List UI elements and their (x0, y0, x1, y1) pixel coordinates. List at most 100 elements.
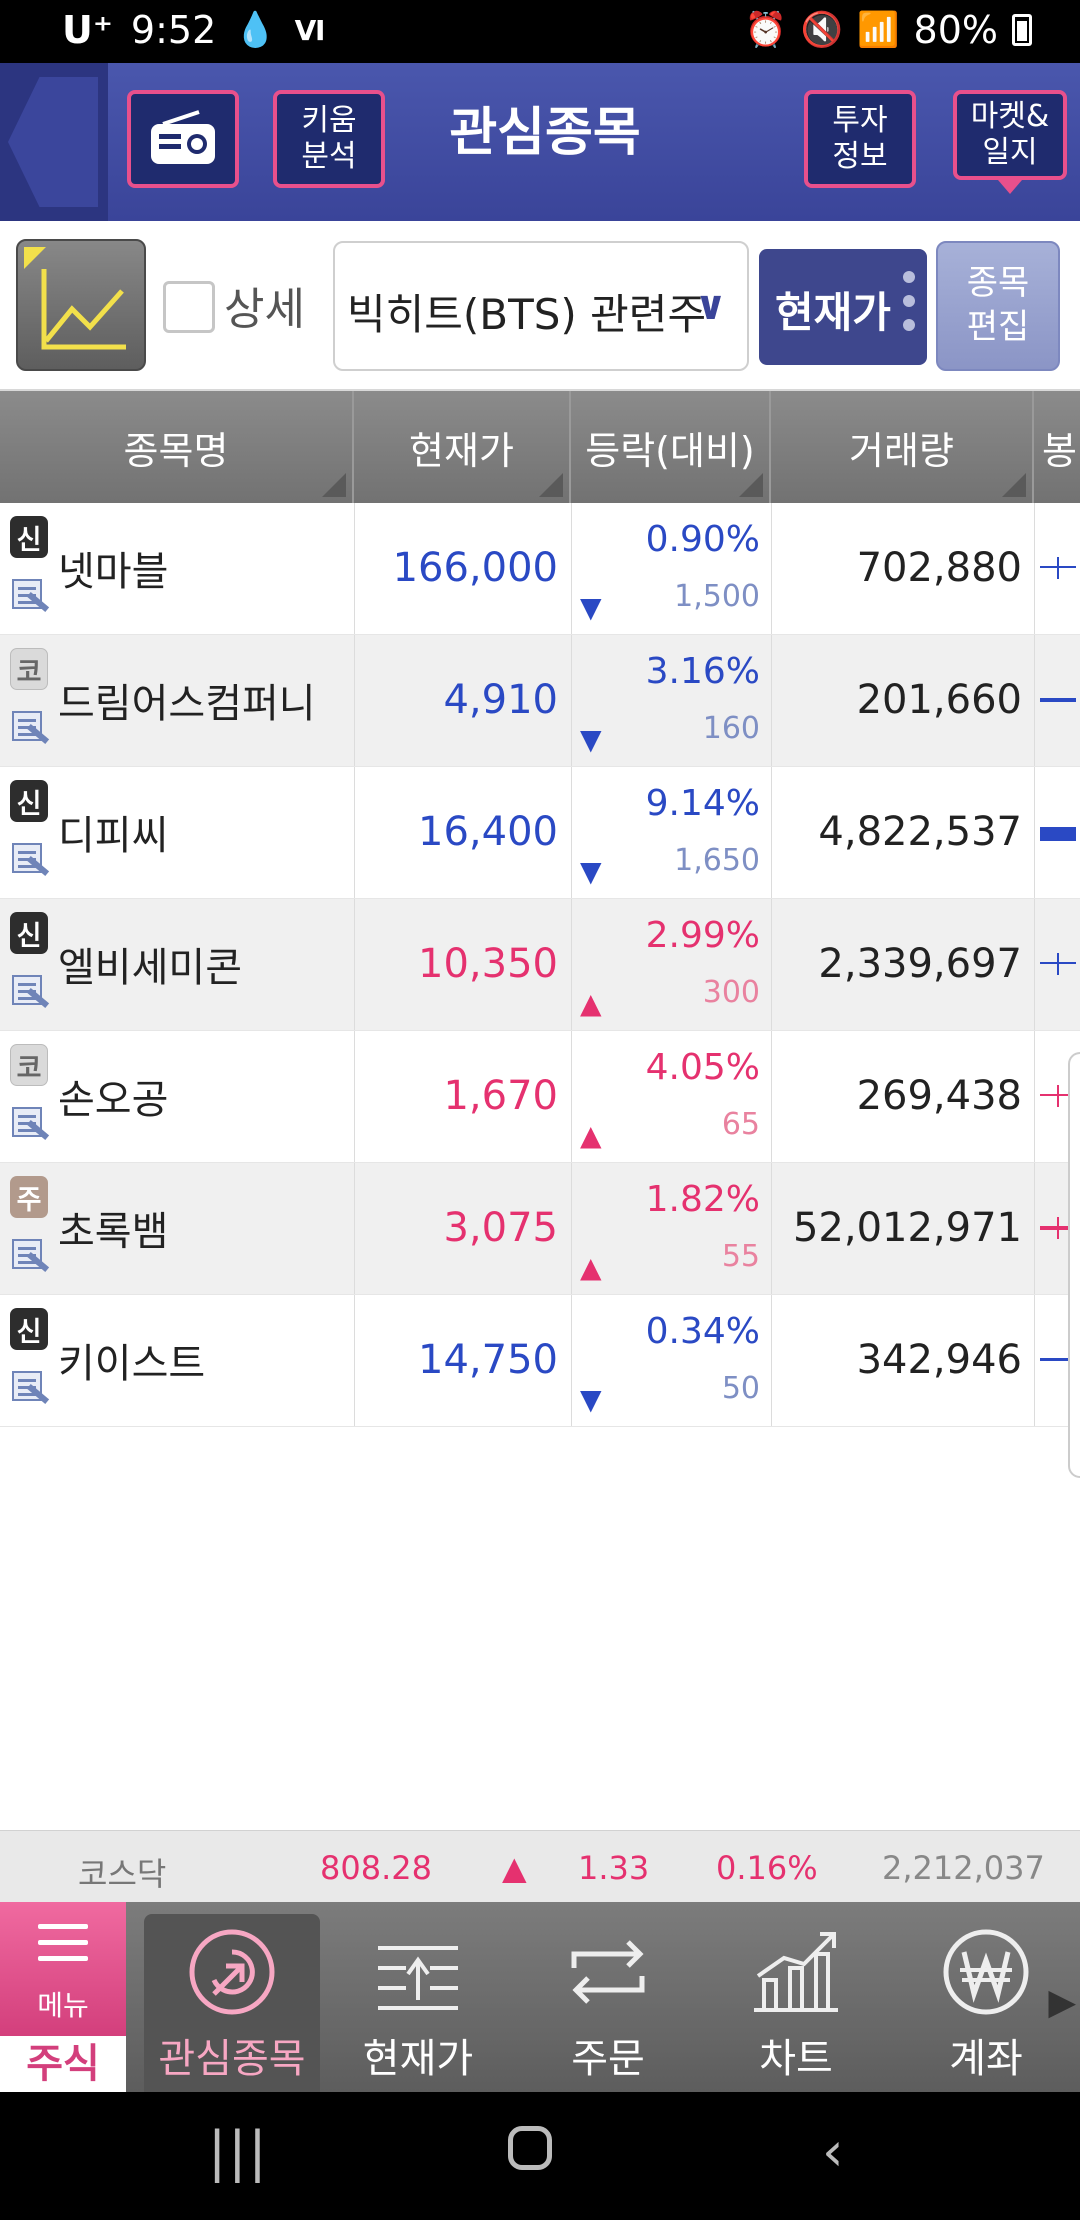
candle-icon (1040, 821, 1076, 847)
page-title: 관심종목 (449, 103, 641, 163)
chart-toggle-button[interactable] (16, 239, 146, 371)
stock-name: 디피씨 (58, 813, 169, 859)
table-row[interactable]: 신 넷마블 166,000 ▼ 0.90% 1,500 702,880 (0, 503, 1080, 635)
volume: 342,946 (856, 1337, 1022, 1383)
down-arrow-icon: ▼ (580, 855, 602, 888)
news-icon[interactable] (10, 973, 50, 1015)
status-bar: U⁺ 9:52 💧 Ⅵ ⏰ 🔇 📶 80% (0, 0, 1080, 63)
battery-icon (1012, 14, 1032, 46)
news-icon[interactable] (10, 841, 50, 883)
drop-icon: 💧 (234, 10, 277, 50)
change-amount: 1,500 (674, 579, 760, 614)
kiwoom-analysis-button[interactable]: 키움 분석 (273, 90, 385, 188)
market-diary-button[interactable]: 마켓& 일지 (953, 90, 1067, 194)
account-won-icon (943, 1929, 1029, 2015)
news-icon[interactable] (10, 1105, 50, 1147)
stock-tab[interactable]: 주식 (0, 2036, 126, 2092)
current-price: 14,750 (418, 1337, 558, 1383)
watchlist-group-select[interactable]: 빅히트(BTS) 관련주 ∨ (333, 241, 749, 371)
current-price: 4,910 (443, 677, 558, 723)
up-arrow-icon: ▲ (580, 987, 602, 1020)
change-amount: 65 (721, 1107, 760, 1142)
chart-icon (41, 269, 126, 350)
col-change[interactable]: 등락(대비) (571, 391, 771, 503)
news-icon[interactable] (10, 1369, 50, 1411)
col-candle[interactable]: 봉 (1042, 428, 1077, 473)
down-arrow-icon: ▼ (580, 591, 602, 624)
radio-icon (151, 110, 215, 164)
index-value: 808.28 (320, 1849, 432, 1887)
current-price: 166,000 (392, 545, 558, 591)
detail-checkbox[interactable] (163, 281, 215, 333)
down-arrow-icon: ▼ (580, 723, 602, 756)
market-badge: 코 (10, 1044, 48, 1086)
col-price[interactable]: 현재가 (354, 391, 571, 503)
group-name: 빅히트(BTS) 관련주 (347, 290, 707, 339)
table-row[interactable]: 코 드림어스컴퍼니 4,910 ▼ 3.16% 160 201,660 (0, 635, 1080, 767)
up-arrow-icon: ▲ (502, 1849, 527, 1887)
candle-icon (1040, 1217, 1076, 1243)
table-row[interactable]: 신 엘비세미콘 10,350 ▲ 2.99% 300 2,339,697 (0, 899, 1080, 1031)
stock-list: 신 넷마블 166,000 ▼ 0.90% 1,500 702,880 코 드림… (0, 503, 1080, 1427)
radio-button[interactable] (127, 90, 239, 188)
index-change: 1.33 (578, 1849, 650, 1887)
menu-label: 메뉴 (37, 1989, 89, 2022)
market-badge: 주 (10, 1176, 48, 1218)
invest-info-button[interactable]: 투자 정보 (804, 90, 916, 188)
up-arrow-icon: ▲ (580, 1251, 602, 1284)
alarm-icon: ⏰ (744, 10, 787, 50)
table-row[interactable]: 신 키이스트 14,750 ▼ 0.34% 50 342,946 (0, 1295, 1080, 1427)
nav-account[interactable]: 계좌 (898, 1914, 1074, 2092)
change-percent: 3.16% (645, 651, 760, 692)
change-percent: 0.90% (645, 519, 760, 560)
nav-chart[interactable]: 차트 (708, 1914, 884, 2092)
index-ticker[interactable]: 코스닥 808.28 ▲ 1.33 0.16% 2,212,037 (0, 1830, 1080, 1902)
volume: 2,339,697 (818, 941, 1022, 987)
index-volume: 2,212,037 (882, 1849, 1045, 1887)
news-icon[interactable] (10, 709, 50, 751)
market-badge: 신 (10, 516, 48, 558)
carrier: U⁺ (62, 8, 113, 52)
edit-stocks-button[interactable]: 종목 편집 (936, 241, 1060, 371)
change-amount: 300 (702, 975, 760, 1010)
current-price: 1,670 (443, 1073, 558, 1119)
news-icon[interactable] (10, 1237, 50, 1279)
nav-watchlist[interactable]: 관심종목 (144, 1914, 320, 2092)
nav-label: 관심종목 (158, 2036, 306, 2082)
side-scroll-handle[interactable] (1068, 1052, 1080, 1478)
index-name: 코스닥 (78, 1855, 167, 1893)
recent-apps-icon[interactable]: ||| (208, 2120, 269, 2183)
nav-next-icon[interactable]: ▶ (1048, 1982, 1076, 2023)
col-name[interactable]: 종목명 (0, 391, 354, 503)
more-dots-icon (903, 271, 917, 343)
back-icon[interactable]: ‹ (822, 2120, 844, 2183)
clock: 9:52 (130, 8, 217, 52)
table-row[interactable]: 주 초록뱀 3,075 ▲ 1.82% 55 52,012,971 (0, 1163, 1080, 1295)
change-percent: 2.99% (645, 915, 760, 956)
news-icon[interactable] (10, 577, 50, 619)
table-row[interactable]: 신 디피씨 16,400 ▼ 9.14% 1,650 4,822,537 (0, 767, 1080, 899)
wifi-icon: 📶 (857, 10, 900, 50)
home-icon[interactable] (508, 2114, 552, 2183)
menu-button[interactable]: 메뉴 (0, 1902, 126, 2036)
table-row[interactable]: 코 손오공 1,670 ▲ 4.05% 65 269,438 (0, 1031, 1080, 1163)
volume: 269,438 (856, 1073, 1022, 1119)
watchlist-icon (189, 1929, 275, 2015)
stock-name: 드림어스컴퍼니 (58, 681, 316, 727)
col-volume[interactable]: 거래량 (771, 391, 1034, 503)
candle-icon (1040, 1349, 1076, 1375)
mute-icon: 🔇 (800, 10, 844, 50)
volume: 702,880 (856, 545, 1022, 591)
menu-icon (38, 1924, 88, 1972)
candle-icon (1040, 689, 1076, 715)
nav-order[interactable]: 주문 (520, 1914, 696, 2092)
stock-name: 넷마블 (58, 549, 169, 595)
nav-current-price[interactable]: 현재가 (330, 1914, 506, 2092)
back-tab[interactable] (0, 63, 108, 221)
change-percent: 9.14% (645, 783, 760, 824)
view-mode-button[interactable]: 현재가 (759, 249, 927, 365)
chevron-down-icon: ∨ (694, 283, 727, 329)
candle-icon (1040, 1085, 1076, 1111)
stock-name: 엘비세미콘 (58, 945, 242, 991)
